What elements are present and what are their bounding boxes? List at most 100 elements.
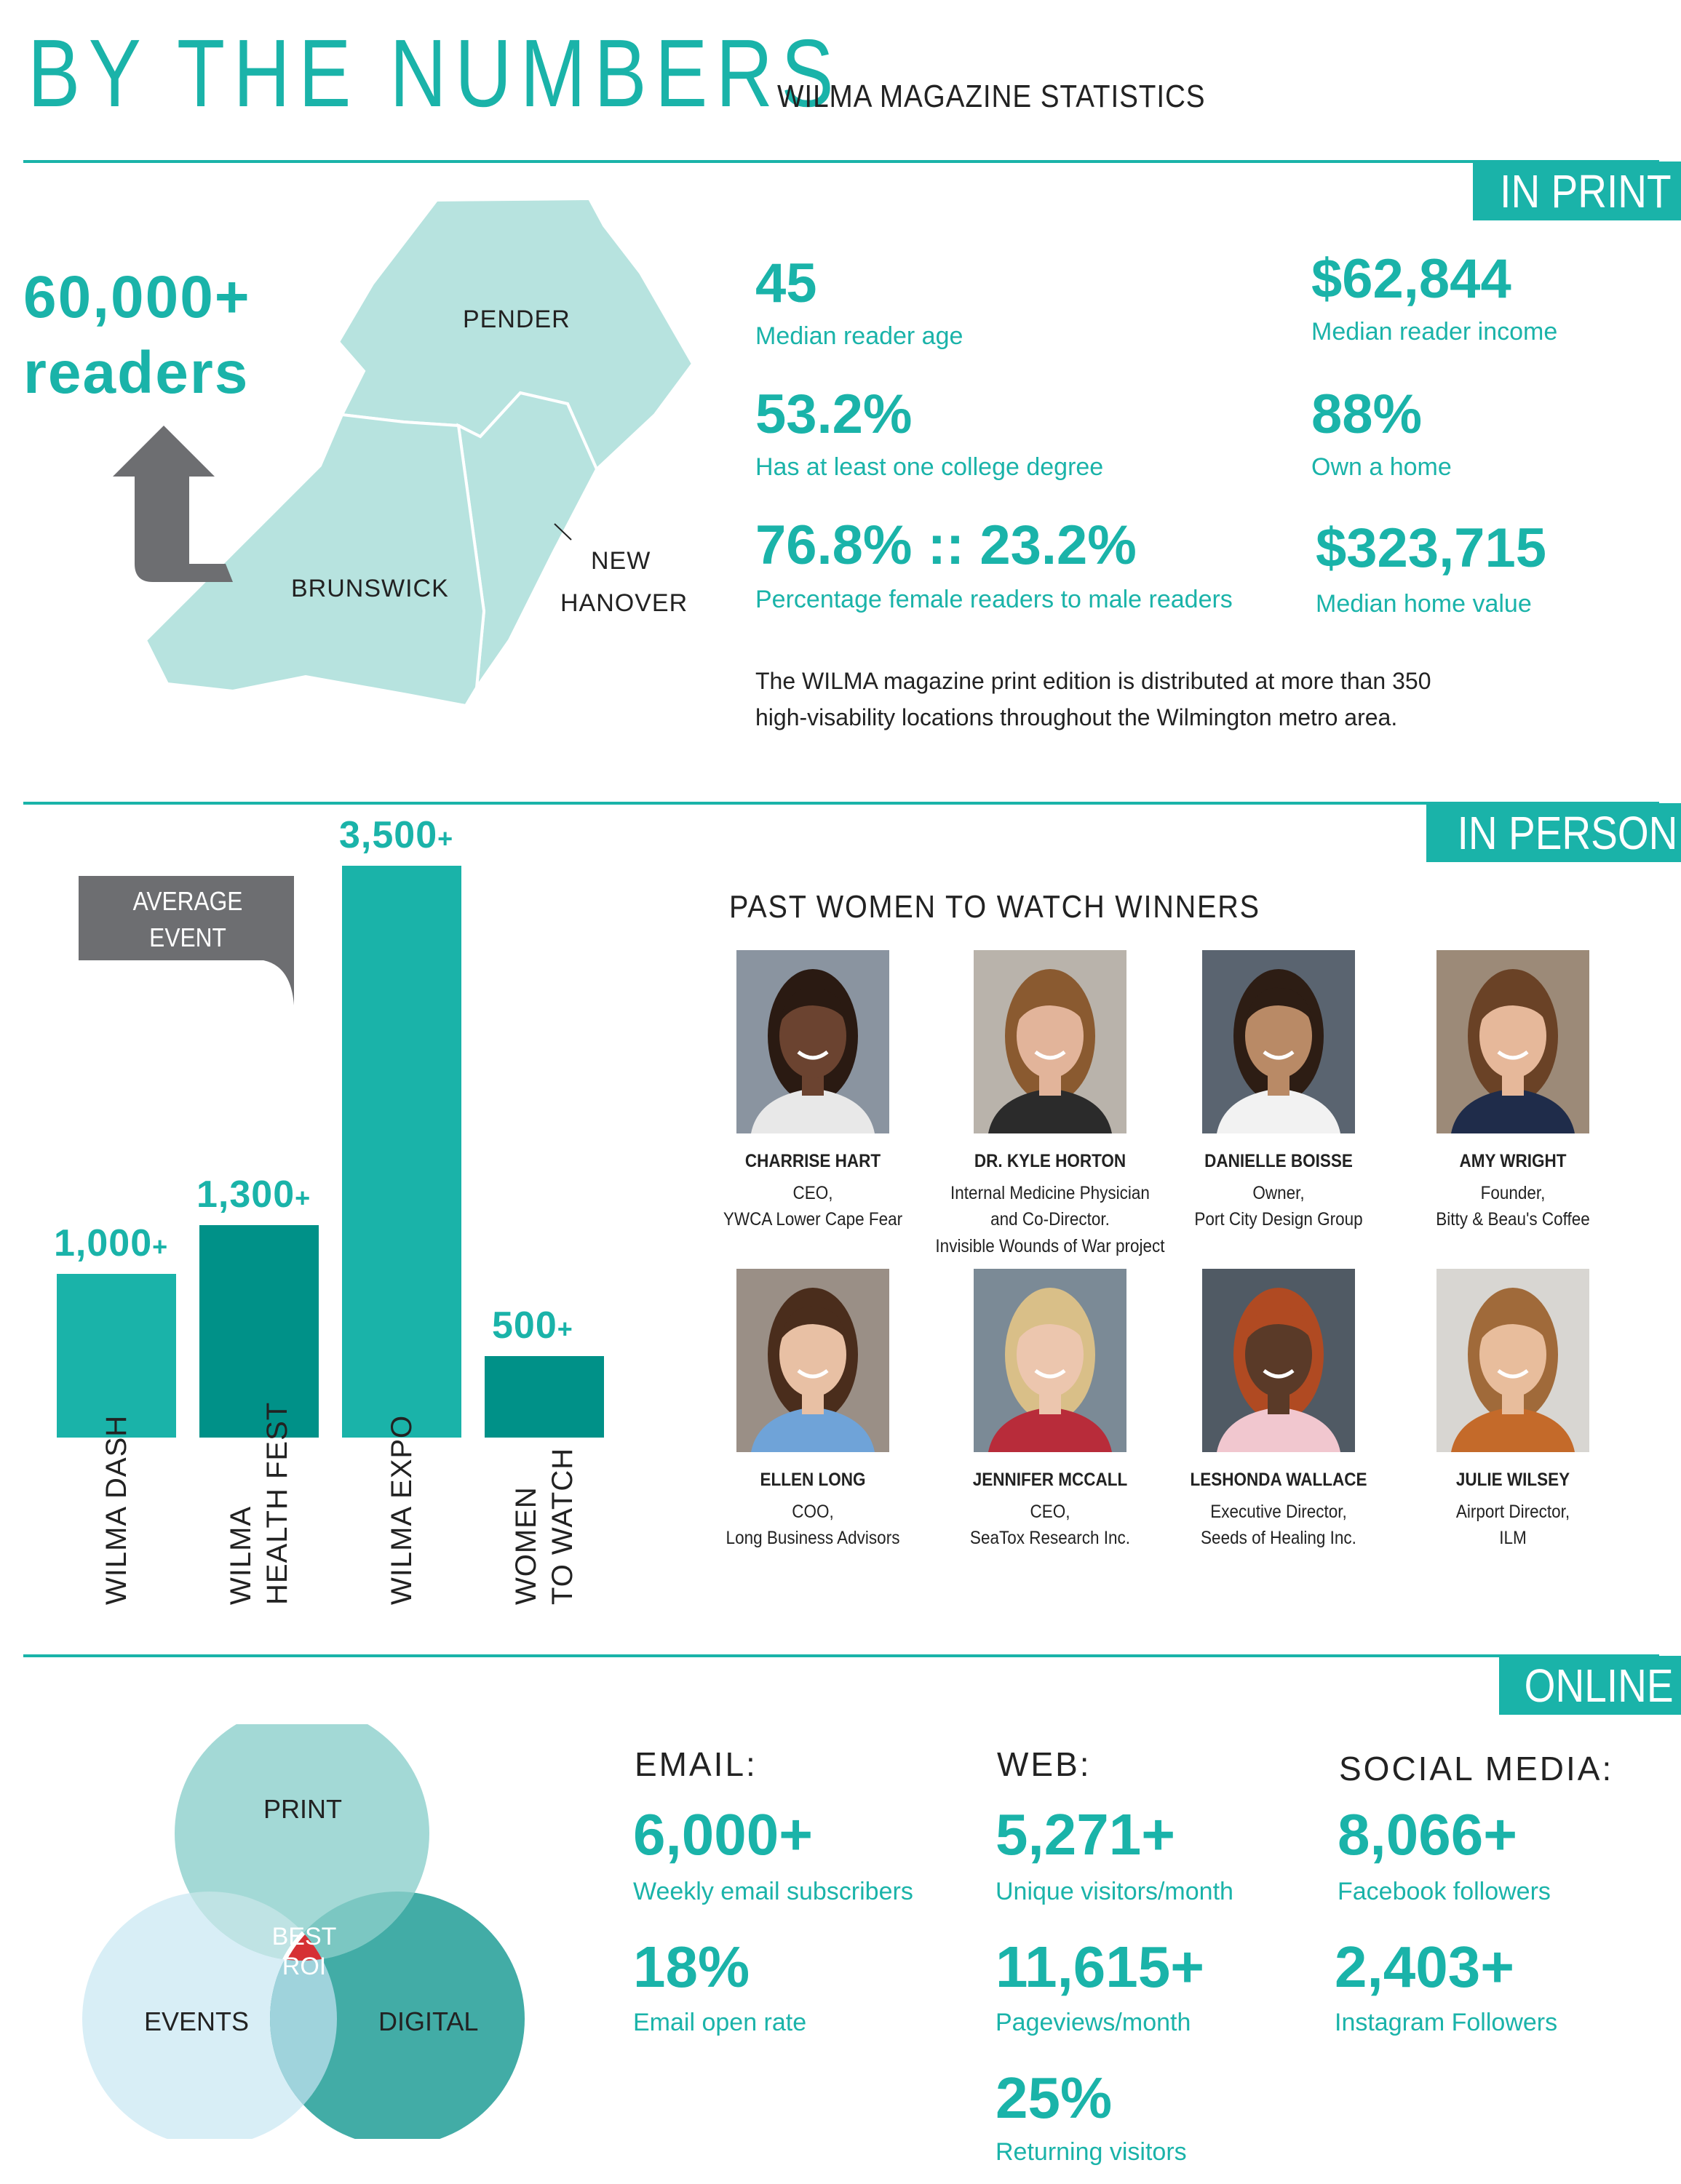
winner-role: CEO, YWCA Lower Cape Fear [695,1180,931,1233]
bar-value-main: 1,000 [54,1222,153,1264]
winner-role-line: ILM [1499,1528,1527,1549]
winner-name: DR. KYLE HORTON [974,1151,1126,1171]
winner-role: Internal Medicine Physician and Co-Direct… [932,1180,1168,1259]
winner-photo [736,1269,889,1452]
bar-value-label: 500+ [492,1304,573,1347]
venn-label-events: EVENTS [144,2006,250,2036]
winner-role-line: COO, [792,1502,834,1522]
winner-photo [1436,1269,1589,1452]
stat-label: Own a home [1311,453,1452,481]
bar-1 [199,1225,319,1438]
bar-category-label: WILMA EXPO [384,1415,420,1605]
winner-role: CEO, SeaTox Research Inc. [932,1499,1168,1552]
winner-role-line: Airport Director, [1455,1502,1570,1522]
bar-category-line: WILMA [225,1505,257,1605]
winner-photo [974,950,1126,1133]
winner-role: Airport Director, ILM [1395,1499,1631,1552]
bar-value-main: 3,500 [339,814,438,856]
winner-name: JENNIFER MCCALL [972,1470,1128,1490]
venn-center-label: BEST ROI [268,1922,341,1982]
winner-role-line: and Co-Director. [990,1209,1110,1230]
winner-name: AMY WRIGHT [1459,1151,1567,1171]
bar-value-suffix: + [152,1232,169,1262]
column-heading-email: EMAIL: [635,1745,758,1783]
bar-category-line: TO WATCH [547,1447,579,1605]
page-title: BY THE NUMBERS [28,20,843,127]
stat-label: Median home value [1316,590,1532,618]
callout-box [79,876,294,1005]
bar-category-label: WOMEN TO WATCH [508,1448,581,1605]
winner-name: ELLEN LONG [760,1470,866,1490]
bar-category-line: WILMA EXPO [386,1414,418,1605]
stat-value: 53.2% [755,383,913,445]
bar-value-suffix: + [437,824,454,853]
bar-value-suffix: + [557,1314,573,1344]
callout-text: AVERAGE EVENT ATTENDEES [92,883,284,993]
bar-category-line: HEALTH FEST [261,1401,293,1605]
winner-photo [1202,1269,1355,1452]
stat-label: Percentage female readers to male reader… [755,586,1233,613]
stat-value: 45 [755,252,817,314]
stat-label: Median reader age [755,322,963,350]
winner-role-line: Founder, [1480,1183,1546,1203]
winner-name: DANIELLE BOISSE [1204,1151,1353,1171]
bar-0 [57,1274,176,1438]
bar-value-suffix: + [295,1183,311,1213]
winners-heading: PAST WOMEN TO WATCH WINNERS [729,889,1260,925]
up-arrow-icon [113,426,233,582]
section-divider-online [23,1654,1659,1657]
column-heading-social: SOCIAL MEDIA: [1339,1750,1614,1788]
winner-role-line: Port City Design Group [1194,1209,1363,1230]
winner-role-line: Invisible Wounds of War project [935,1235,1165,1256]
winner-role-line: CEO, [792,1183,833,1203]
print-description: The WILMA magazine print edition is dist… [755,663,1431,736]
bar-value-label: 3,500+ [339,813,453,857]
stat-label: Median reader income [1311,318,1558,346]
print-description-line: The WILMA magazine print edition is dist… [755,668,1431,694]
map-label-pender: PENDER [463,306,571,333]
stat-value: 88% [1311,383,1423,445]
print-description-line: high-visability locations throughout the… [755,704,1398,730]
winner-role: Founder, Bitty & Beau's Coffee [1395,1180,1631,1233]
winner-role-line: Bitty & Beau's Coffee [1436,1209,1590,1230]
online-stat-value: 6,000+ [633,1802,813,1867]
online-stat-label: Unique visitors/month [996,1878,1233,1905]
online-stat-label: Pageviews/month [996,2009,1191,2036]
bar-category-line: WILMA DASH [100,1414,132,1605]
winner-name: LESHONDA WALLACE [1190,1470,1367,1490]
tag-in-print: IN PRINT [1473,162,1681,221]
online-stat-value: 18% [633,1934,750,1999]
bar-3 [485,1356,604,1438]
readers-count: 60,000+ [23,264,251,330]
column-heading-web: WEB: [997,1745,1092,1783]
online-stat-value: 5,271+ [996,1802,1175,1867]
winner-role-line: Owner, [1252,1183,1305,1203]
venn-center-line: BEST [271,1923,337,1950]
online-stat-label: Facebook followers [1338,1878,1551,1905]
callout-line: ATTENDEES [119,959,256,989]
online-stat-label: Weekly email subscribers [633,1878,913,1905]
winner-name: CHARRISE HART [744,1151,881,1171]
online-stat-value: 2,403+ [1335,1934,1514,1999]
map-label-brunswick: BRUNSWICK [291,575,449,602]
brunswick-county [143,413,486,708]
bar-value-main: 500 [492,1304,557,1347]
winner-role-line: Seeds of Healing Inc. [1201,1528,1356,1549]
page-subtitle: WILMA MAGAZINE STATISTICS [777,79,1206,114]
winner-photo [974,1269,1126,1452]
winner-name: JULIE WILSEY [1455,1470,1570,1490]
stat-label: Has at least one college degree [755,453,1104,481]
online-stat-value: 11,615+ [996,1934,1204,1999]
section-divider-print [23,160,1659,163]
winner-photo [1436,950,1589,1133]
winner-role-line: Internal Medicine Physician [950,1183,1150,1203]
winner-role-line: CEO, [1030,1502,1070,1522]
map-label-new: NEW [591,547,651,575]
bar-2 [342,866,461,1438]
venn-diagram [82,1724,525,2139]
readers-word: readers [23,340,250,406]
winner-role-line: Executive Director, [1210,1502,1347,1522]
online-stat-value: 25% [996,2065,1113,2130]
stat-value: $62,844 [1311,248,1511,310]
winner-role: COO, Long Business Advisors [695,1499,931,1552]
